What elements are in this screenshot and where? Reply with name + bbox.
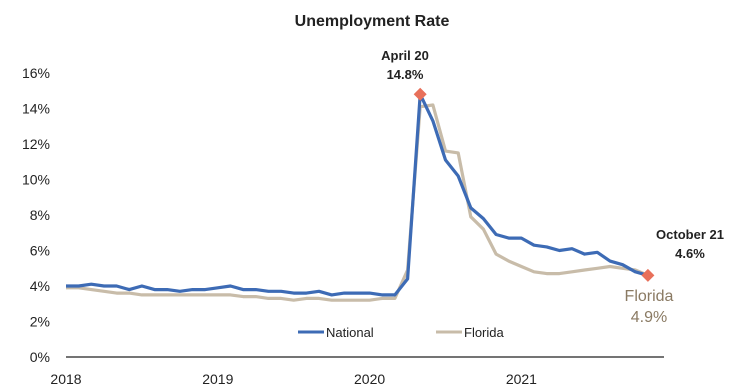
annotation-latest-label: October 21 bbox=[656, 227, 724, 242]
point-markers bbox=[413, 87, 655, 282]
legend: National Florida bbox=[298, 325, 505, 340]
annotation-peak-label: April 20 bbox=[381, 48, 429, 63]
latest-marker bbox=[641, 268, 655, 282]
x-axis-ticks: 2018 2019 2020 2021 bbox=[50, 371, 537, 387]
y-tick-label: 2% bbox=[30, 314, 50, 330]
y-tick-label: 10% bbox=[22, 172, 50, 188]
x-tick-label: 2018 bbox=[50, 371, 81, 387]
y-axis-ticks: 0% 2% 4% 6% 8% 10% 12% 14% 16% bbox=[22, 65, 50, 365]
series-lines bbox=[66, 92, 649, 302]
legend-label-florida: Florida bbox=[464, 325, 505, 340]
annotation-florida: Florida 4.9% bbox=[625, 288, 674, 326]
legend-label-national: National bbox=[326, 325, 374, 340]
y-tick-label: 16% bbox=[22, 65, 50, 81]
y-tick-label: 8% bbox=[30, 207, 50, 223]
series-line-florida bbox=[66, 103, 649, 302]
y-tick-label: 4% bbox=[30, 278, 50, 294]
peak-marker bbox=[413, 87, 427, 101]
x-tick-label: 2021 bbox=[506, 371, 537, 387]
series-line-national bbox=[66, 92, 649, 297]
chart-title: Unemployment Rate bbox=[295, 13, 450, 30]
annotation-florida-value: 4.9% bbox=[631, 309, 667, 326]
annotation-latest-value: 4.6% bbox=[675, 246, 705, 261]
x-tick-label: 2019 bbox=[202, 371, 233, 387]
annotation-latest: October 21 4.6% bbox=[656, 227, 724, 261]
y-tick-label: 0% bbox=[30, 349, 50, 365]
y-tick-label: 6% bbox=[30, 243, 50, 259]
annotation-florida-label: Florida bbox=[625, 288, 674, 305]
y-tick-label: 14% bbox=[22, 101, 50, 117]
annotation-peak: April 20 14.8% bbox=[381, 48, 429, 82]
x-tick-label: 2020 bbox=[354, 371, 385, 387]
annotation-peak-value: 14.8% bbox=[387, 67, 424, 82]
y-tick-label: 12% bbox=[22, 136, 50, 152]
